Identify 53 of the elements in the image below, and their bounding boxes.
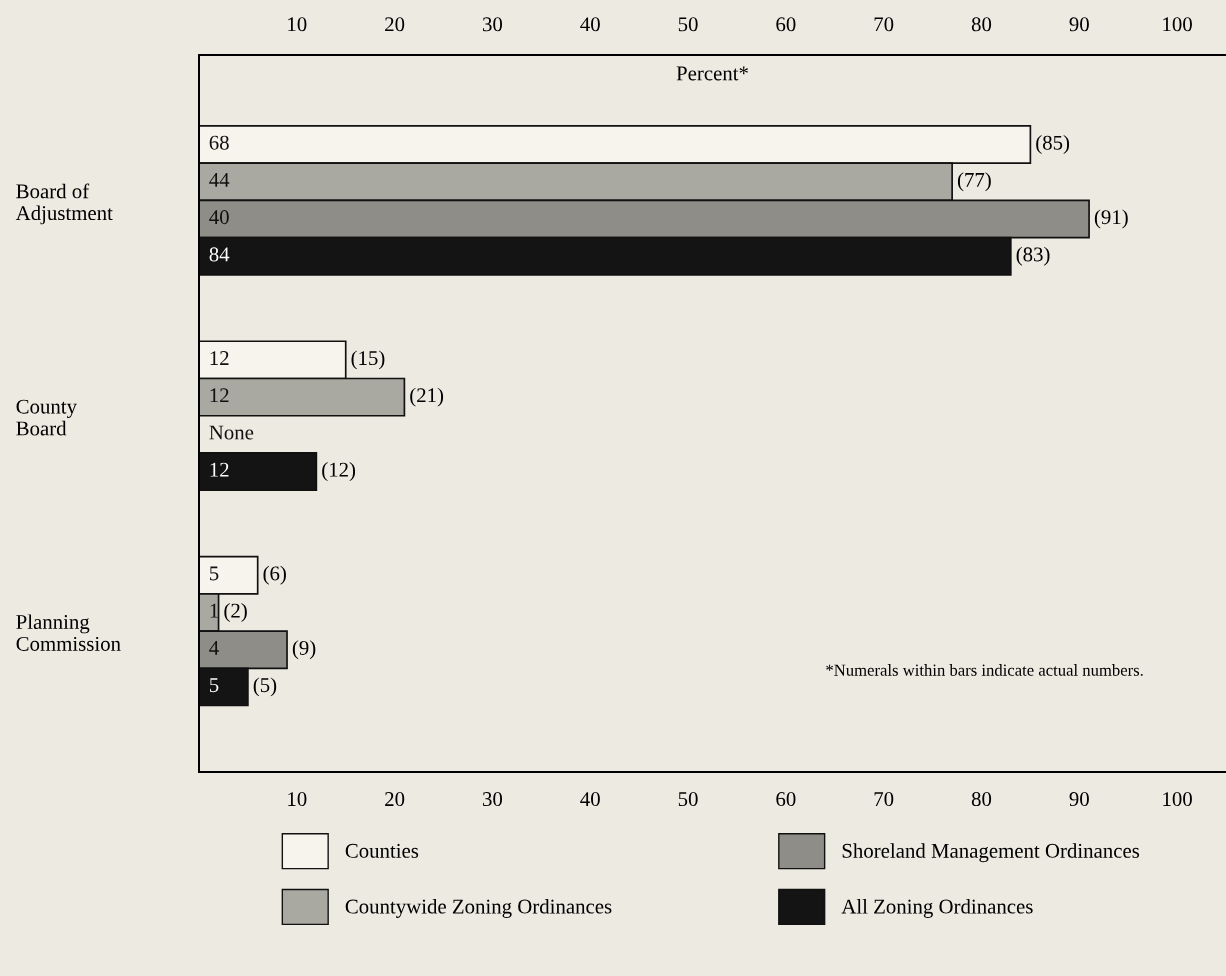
y-tick-label: Planning Commission — [16, 614, 121, 651]
annotation: 4 — [209, 640, 219, 655]
data-label: (85) — [1036, 135, 1070, 154]
x2-tick-label: 30 — [483, 17, 503, 32]
x2-tick-label: 40 — [580, 17, 600, 32]
annotation: 5 — [209, 678, 219, 693]
data-label: (12) — [322, 462, 356, 481]
x2-tick-label: 20 — [385, 17, 405, 32]
bar — [199, 452, 318, 491]
x-tick-label: 40 — [580, 792, 600, 807]
annotation: 12 — [210, 388, 229, 403]
x2-tick-label: 80 — [971, 17, 992, 32]
data-label: (91) — [1094, 209, 1128, 229]
x-tick-label: 10 — [288, 792, 307, 807]
x2-tick-label: 60 — [776, 17, 796, 32]
legend-label: Counties — [345, 843, 419, 858]
x-tick-label: 100 — [1163, 792, 1192, 807]
x2-tick-label: 90 — [1069, 17, 1089, 32]
data-label: (9) — [292, 640, 316, 660]
annotation: 5 — [209, 566, 219, 581]
data-label: (77) — [957, 172, 991, 192]
y-tick-label: Board of Adjustment — [15, 183, 113, 225]
data-label: (2) — [224, 603, 247, 622]
annotation: 40 — [209, 210, 229, 225]
annotation: 12 — [210, 462, 229, 477]
x2-tick-label: 50 — [678, 17, 698, 32]
legend-label: Countywide Zoning Ordinances — [345, 898, 612, 918]
annotation: 44 — [209, 173, 230, 187]
annotation: *Numerals within bars indicate actual numbers. — [826, 664, 1143, 676]
x-tick-label: 50 — [678, 792, 698, 807]
annotation: 1 — [210, 603, 218, 618]
annotation: 12 — [210, 351, 229, 365]
y-tick-label: County Board — [16, 399, 77, 436]
annotation: Percent* — [676, 66, 748, 81]
data-label: (15) — [351, 350, 385, 370]
x-tick-label: 20 — [385, 792, 405, 807]
x-tick-label: 30 — [483, 792, 503, 807]
x2-tick-label: 10 — [288, 17, 307, 32]
data-label: (6) — [263, 565, 286, 585]
legend-label: Shoreland Management Ordinances — [842, 843, 1140, 863]
x-tick-label: 60 — [776, 792, 796, 807]
x-tick-label: 90 — [1069, 792, 1089, 807]
x-tick-label: 70 — [874, 792, 894, 807]
data-label: (21) — [410, 387, 444, 407]
annotation: 84 — [209, 247, 230, 262]
x-tick-label: 80 — [971, 792, 992, 807]
x2-tick-label: 100 — [1163, 17, 1192, 32]
data-label: (5) — [253, 677, 277, 697]
legend-label: All Zoning Ordinances — [841, 898, 1033, 918]
x2-tick-label: 70 — [874, 17, 894, 32]
data-label: (83) — [1016, 246, 1050, 266]
annotation: 68 — [209, 135, 229, 150]
annotation: None — [209, 425, 254, 440]
